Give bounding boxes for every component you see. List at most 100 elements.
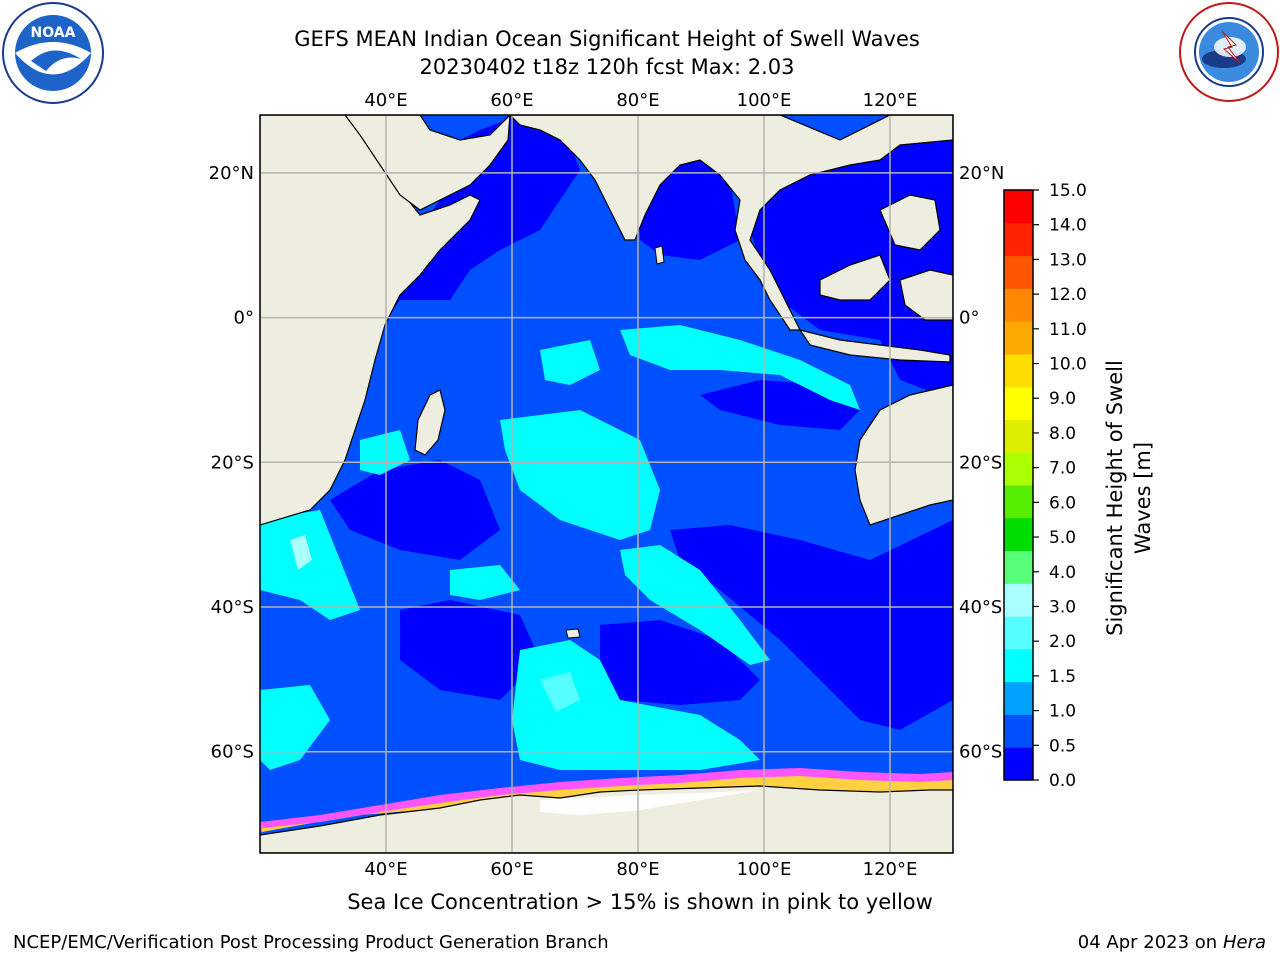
- swell-cyan-south-west: [450, 565, 520, 600]
- swell-cyan-west: [260, 510, 360, 620]
- colorbar-tick-label: 12.0: [1049, 285, 1087, 305]
- colorbar-segment: [1004, 485, 1033, 519]
- swell-cyan-equatorial: [620, 325, 860, 410]
- colorbar-tick-label: 14.0: [1049, 216, 1087, 236]
- low-swell-southwest: [400, 600, 540, 700]
- low-swell-east: [740, 115, 953, 400]
- colorbar-segment: [1004, 255, 1033, 289]
- lon-tick-label-bottom: 60°E: [490, 859, 533, 880]
- colorbar-segment: [1004, 288, 1033, 322]
- lat-tick-label-right: 60°S: [959, 742, 1002, 763]
- lon-tick-label-bottom: 40°E: [364, 859, 407, 880]
- swell-light-cyan-patch: [290, 535, 312, 570]
- land-antarctica: [260, 785, 953, 853]
- land-kerguelen: [565, 628, 581, 639]
- colorbar-label-text: Significant Height of Swell Waves [m]: [1103, 360, 1155, 636]
- colorbar-segment: [1004, 583, 1033, 617]
- nws-logo: [1179, 2, 1279, 102]
- swell-cyan-southern: [512, 640, 760, 770]
- colorbar-segment: [1004, 714, 1033, 748]
- longitude-labels-top: 40°E 60°E 80°E 100°E 120°E: [364, 90, 917, 111]
- noaa-logo: NOAA: [2, 2, 104, 104]
- lon-tick-label-bottom: 120°E: [863, 859, 918, 880]
- colorbar-tick-label: 0.5: [1049, 736, 1076, 756]
- colorbar-tick-label: 3.0: [1049, 597, 1076, 617]
- noaa-logo-text: NOAA: [31, 25, 76, 41]
- colorbar-tick-label: 10.0: [1049, 355, 1087, 375]
- low-swell-arabian: [385, 115, 580, 320]
- lat-tick-label-right: 20°N: [959, 163, 1004, 184]
- chart-subtitle: 20230402 t18z 120h fcst Max: 2.03: [419, 55, 795, 79]
- low-swell-south-africa: [330, 460, 500, 560]
- land-madagascar: [414, 389, 446, 456]
- land-sulawesi: [899, 269, 953, 321]
- colorbar-tick-label: 1.5: [1049, 667, 1076, 687]
- land-borneo: [819, 254, 891, 301]
- colorbar-segment: [1004, 648, 1033, 683]
- land-java: [798, 329, 951, 363]
- colorbar-tick-label: 8.0: [1049, 424, 1076, 444]
- lat-tick-label-left: 0°: [234, 308, 254, 329]
- colorbar-segment: [1004, 747, 1033, 781]
- lat-tick-label-right: 20°S: [959, 452, 1002, 473]
- land-india-asia: [509, 115, 953, 331]
- lat-tick-label-left: 20°S: [211, 452, 254, 473]
- footer-host: Hera: [1222, 932, 1266, 953]
- colorbar-segment: [1004, 321, 1033, 355]
- swell-cyan-equatorial-west: [540, 340, 600, 385]
- colorbar-tick-label: 2.0: [1049, 632, 1076, 652]
- colorbar-frame: [1003, 189, 1034, 781]
- colorbar-tick-label: 15.0: [1049, 181, 1087, 201]
- land-philippines: [879, 194, 941, 251]
- colorbar-segment: [1004, 386, 1033, 420]
- lon-tick-label-bottom: 80°E: [616, 859, 659, 880]
- colorbar: 0.0 0.5 1.0 1.5 2.0 3.0 4.0 5.0 6.0 7.0 8.0 9.0 10.0…: [1003, 181, 1087, 791]
- gridlines: [260, 115, 953, 853]
- lon-tick-label-top: 80°E: [616, 90, 659, 111]
- land-australia: [854, 384, 953, 526]
- colorbar-tick-label: 11.0: [1049, 320, 1087, 340]
- colorbar-segment: [1004, 681, 1033, 715]
- colorbar-tick-label: 5.0: [1049, 528, 1076, 548]
- swell-cyan-southwest-edge: [260, 685, 330, 770]
- footer-date: 04 Apr 2023 on Hera: [1078, 932, 1266, 953]
- lat-tick-label-right: 0°: [959, 308, 979, 329]
- latitude-labels-left: 20°N 0° 20°S 40°S 60°S: [209, 163, 254, 763]
- longitude-labels-bottom: 40°E 60°E 80°E 100°E 120°E: [364, 859, 917, 880]
- footer-date-text: 04 Apr 2023 on: [1077, 932, 1218, 953]
- lat-tick-label-left: 60°S: [211, 742, 254, 763]
- lat-tick-label-left: 40°S: [211, 597, 254, 618]
- colorbar-tick-label: 6.0: [1049, 493, 1076, 513]
- chart-title: GEFS MEAN Indian Ocean Significant Heigh…: [294, 27, 920, 51]
- colorbar-segment: [1004, 517, 1033, 552]
- swell-cyan-central-west: [500, 410, 660, 540]
- swell-cyan-madagascar: [360, 430, 410, 475]
- antarctic-ice-shelf: [540, 790, 760, 815]
- colorbar-tick-label: 7.0: [1049, 459, 1076, 479]
- colorbar-segment: [1004, 419, 1033, 453]
- latitude-labels-right: 20°N 0° 20°S 40°S 60°S: [959, 163, 1004, 763]
- colorbar-tick-label: 4.0: [1049, 563, 1076, 583]
- swell-bright-cyan-patch: [540, 672, 580, 712]
- lat-tick-label-left: 20°N: [209, 163, 254, 184]
- colorbar-tick-label: 13.0: [1049, 250, 1087, 270]
- colorbar-segment: [1004, 353, 1033, 388]
- colorbar-segment: [1004, 222, 1033, 257]
- colorbar-segment: [1004, 616, 1033, 650]
- lon-tick-label-top: 60°E: [490, 90, 533, 111]
- lat-tick-label-right: 40°S: [959, 597, 1002, 618]
- footer-branch: NCEP/EMC/Verification Post Processing Pr…: [13, 932, 609, 953]
- map-frame: [259, 114, 954, 854]
- colorbar-segment: [1004, 452, 1033, 486]
- sea-ice-caption: Sea Ice Concentration > 15% is shown in …: [347, 890, 933, 914]
- lon-tick-label-top: 40°E: [364, 90, 407, 111]
- lon-tick-label-top: 100°E: [737, 90, 792, 111]
- swell-cyan-diagonal: [620, 545, 770, 665]
- colorbar-tick-label: 1.0: [1049, 702, 1076, 722]
- colorbar-label: Significant Height of Swell Waves [m]: [1101, 358, 1157, 638]
- colorbar-tick-label: 9.0: [1049, 389, 1076, 409]
- colorbar-segment: [1004, 190, 1033, 224]
- colorbar-segment: [1004, 550, 1033, 584]
- lon-tick-label-top: 120°E: [863, 90, 918, 111]
